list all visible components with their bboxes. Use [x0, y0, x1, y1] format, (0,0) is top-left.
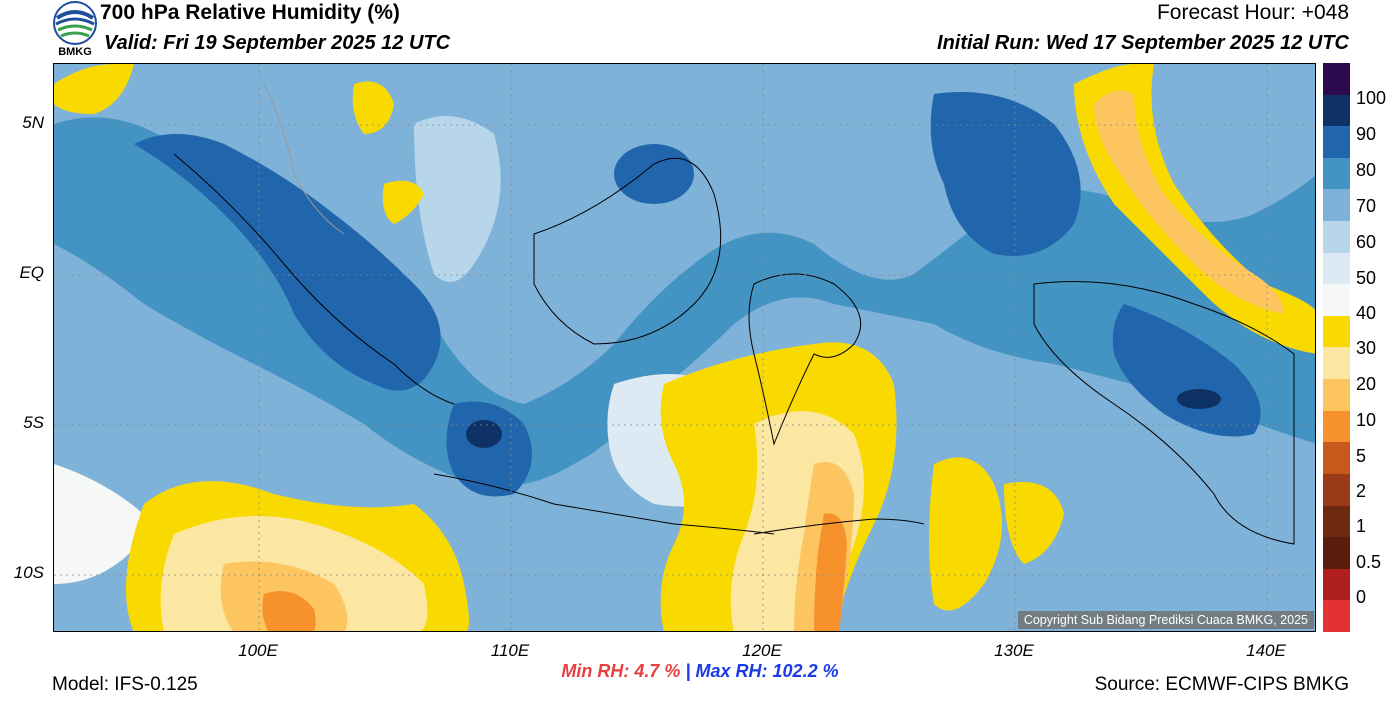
rh-30-40-spot-scs [382, 180, 424, 224]
rh-30-40-region-se2 [1004, 482, 1064, 564]
lon-label-120e: 120E [742, 641, 782, 660]
lon-label-110e: 110E [490, 641, 530, 660]
colorbar-label: 60 [1356, 232, 1377, 252]
colorbar-cell [1323, 347, 1350, 380]
colorbar-cell [1323, 537, 1350, 569]
copyright-notice: Copyright Sub Bidang Prediksi Cuaca BMKG… [1017, 611, 1314, 629]
colorbar-cell [1323, 600, 1350, 632]
rh-80-90-region-north [930, 92, 1081, 256]
rh-white-region-sw [54, 464, 154, 584]
min-max-separator: | [685, 661, 691, 681]
colorbar-cell [1323, 94, 1350, 127]
model-label: Model: IFS-0.125 [52, 674, 198, 695]
colorbar-cell [1323, 63, 1350, 95]
valid-time: Valid: Fri 19 September 2025 12 UTC [104, 32, 451, 54]
min-max-line: Min RH: 4.7 % | Max RH: 102.2 % [0, 661, 1400, 682]
coastline-sulawesi [748, 273, 862, 446]
rh-5-10-region-sw [262, 591, 316, 631]
colorbar-label: 70 [1356, 196, 1377, 216]
humidity-map [53, 63, 1316, 632]
colorbar-cell [1323, 568, 1350, 601]
map-title: 700 hPa Relative Humidity (%) [100, 1, 400, 24]
colorbar-label: 40 [1356, 303, 1377, 323]
rh-90-100-spot [466, 420, 502, 448]
max-rh-value: 102.2 % [772, 661, 839, 681]
coastline-papua [1033, 281, 1295, 545]
graticule [54, 64, 1315, 631]
colorbar-cell [1323, 379, 1350, 411]
rh-5-10-region-central [814, 513, 847, 631]
colorbar-label: 0.5 [1356, 552, 1382, 572]
rh-80-90-region-west [134, 134, 441, 391]
initial-run: Initial Run: Wed 17 September 2025 12 UT… [937, 32, 1349, 54]
rh-30-40-region-se [929, 457, 1002, 611]
rh-90-100-spot-east [1177, 389, 1221, 409]
logo-text: BMKG [58, 46, 92, 58]
lat-label-10s: 10S [13, 563, 44, 582]
colorbar-cell [1323, 410, 1350, 443]
coastline-nusa-tenggara [753, 518, 925, 535]
colorbar-cell [1323, 442, 1350, 474]
rh-10-20-region-ne [1094, 90, 1284, 315]
lon-label-140e: 140E [1246, 641, 1286, 660]
colorbar-label: 0 [1356, 587, 1367, 607]
colorbar-label: 90 [1356, 124, 1377, 144]
min-rh-label: Min RH: [561, 661, 630, 681]
colorbar-cell [1323, 126, 1350, 158]
max-rh-label: Max RH: [695, 661, 768, 681]
coastline-java [433, 473, 775, 535]
colorbar-cell [1323, 284, 1350, 316]
lat-label-5n: 5N [22, 113, 44, 132]
min-rh-value: 4.7 % [634, 661, 681, 681]
lat-label-5s: 5S [23, 413, 44, 432]
colorbar-label: 30 [1356, 338, 1377, 358]
rh-30-40-region-nw [54, 64, 134, 114]
colorbar-label: 50 [1356, 268, 1377, 288]
rh-80-90-region-borneo [614, 144, 694, 204]
colorbar-label: 1 [1356, 516, 1367, 536]
colorbar-label: 100 [1356, 88, 1387, 108]
lat-label-eq: EQ [19, 263, 44, 282]
colorbar-cell [1323, 157, 1350, 190]
lon-label-130e: 130E [994, 641, 1034, 660]
colorbar-cell [1323, 221, 1350, 253]
colorbar-cell [1323, 473, 1350, 506]
rh-30-40-spot-north [352, 81, 394, 134]
forecast-hour: Forecast Hour: +048 [1156, 1, 1349, 24]
colorbar-label: 5 [1356, 446, 1367, 466]
coastline-sumatra [173, 153, 455, 405]
bmkg-logo: BMKG [52, 0, 98, 62]
colorbar-label: 10 [1356, 410, 1377, 430]
lon-label-100e: 100E [238, 641, 278, 660]
colorbar-cell [1323, 505, 1350, 538]
coastline-borneo [533, 157, 722, 345]
colorbar-cell [1323, 252, 1350, 285]
colorbar-label: 20 [1356, 374, 1377, 394]
colorbar-cell [1323, 315, 1350, 348]
coastline-malaya [263, 83, 345, 235]
colorbar-label: 2 [1356, 481, 1367, 501]
source-label: Source: ECMWF-CIPS BMKG [1094, 674, 1349, 695]
rh-80-90-region-papua [1112, 304, 1261, 437]
colorbar [1323, 63, 1350, 632]
colorbar-label: 80 [1356, 160, 1377, 180]
colorbar-cell [1323, 189, 1350, 222]
rh-50-60-region [414, 116, 501, 282]
humidity-field [54, 64, 1315, 631]
